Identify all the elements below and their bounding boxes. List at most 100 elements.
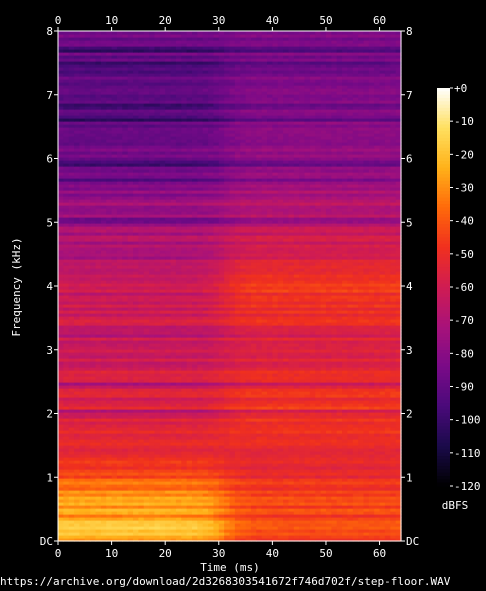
spectrogram-cell: [320, 454, 327, 458]
spectrogram-cell: [213, 352, 220, 356]
spectrogram-cell: [299, 352, 306, 356]
spectrogram-cell: [213, 496, 220, 500]
spectrogram-cell: [379, 499, 386, 503]
spectrogram-cell: [79, 337, 86, 341]
spectrogram-cell: [79, 319, 86, 323]
spectrogram-cell: [170, 472, 177, 476]
spectrogram-cell: [342, 307, 349, 311]
spectrogram-cell: [379, 466, 386, 470]
spectrogram-cell: [384, 391, 391, 395]
spectrogram-cell: [250, 427, 257, 431]
spectrogram-cell: [191, 484, 198, 488]
spectrogram-cell: [320, 526, 327, 530]
spectrogram-cell: [74, 451, 81, 455]
spectrogram-cell: [358, 448, 365, 452]
spectrogram-cell: [170, 337, 177, 341]
spectrogram-cell: [358, 415, 365, 419]
spectrogram-cell: [395, 331, 402, 335]
spectrogram-cell: [267, 538, 273, 542]
spectrogram-cell: [315, 310, 322, 314]
spectrogram-cell: [384, 337, 391, 341]
spectrogram-cell: [293, 388, 300, 392]
spectrogram-cell: [90, 328, 97, 332]
spectrogram-cell: [149, 508, 156, 512]
spectrogram-cell: [267, 475, 273, 479]
spectrogram-cell: [283, 328, 290, 332]
spectrogram-cell: [159, 499, 166, 503]
spectrogram-cell: [234, 313, 241, 317]
spectrogram-cell: [240, 343, 247, 347]
spectrogram-cell: [277, 442, 284, 446]
spectrogram-cell: [250, 355, 257, 359]
spectrogram-cell: [309, 349, 316, 353]
spectrogram-cell: [315, 340, 322, 344]
spectrogram-cell: [218, 454, 225, 458]
spectrogram-cell: [68, 475, 75, 479]
spectrogram-cell: [272, 490, 279, 494]
spectrogram-cell: [224, 457, 231, 461]
spectrogram-cell: [342, 316, 349, 320]
spectrogram-cell: [358, 313, 365, 317]
spectrogram-cell: [234, 526, 241, 530]
spectrogram-cell: [363, 502, 370, 506]
spectrogram-cell: [95, 538, 102, 542]
spectrogram-cell: [272, 370, 279, 374]
spectrogram-cell: [186, 433, 193, 437]
spectrogram-cell: [116, 349, 123, 353]
spectrogram-cell: [267, 382, 273, 386]
spectrogram-cell: [122, 349, 129, 353]
spectrogram-cell: [267, 379, 273, 383]
spectrogram-cell: [379, 319, 386, 323]
spectrogram-cell: [159, 430, 166, 434]
spectrogram-cell: [379, 523, 386, 527]
spectrogram-cell: [342, 352, 349, 356]
spectrogram-cell: [84, 448, 91, 452]
spectrogram-cell: [363, 442, 370, 446]
spectrogram-cell: [133, 472, 139, 476]
spectrogram-cell: [358, 484, 365, 488]
spectrogram-cell: [309, 466, 316, 470]
spectrogram-cell: [379, 397, 386, 401]
spectrogram-cell: [68, 430, 75, 434]
spectrogram-cell: [197, 496, 204, 500]
spectrogram-cell: [240, 436, 247, 440]
spectrogram-cell: [309, 334, 316, 338]
spectrogram-cell: [106, 427, 113, 431]
spectrogram-cell: [143, 520, 150, 524]
spectrogram-cell: [368, 475, 375, 479]
spectrogram-cell: [186, 379, 193, 383]
spectrogram-cell: [293, 319, 300, 323]
spectrogram-cell: [170, 511, 177, 515]
spectrogram-cell: [395, 487, 402, 491]
spectrogram-cell: [186, 460, 193, 464]
spectrogram-cell: [358, 508, 365, 512]
spectrogram-cell: [325, 403, 332, 407]
spectrogram-cell: [218, 319, 225, 323]
spectrogram-cell: [352, 418, 359, 422]
spectrogram-cell: [315, 532, 322, 536]
spectrogram-cell: [79, 463, 86, 467]
spectrogram-cell: [74, 466, 81, 470]
spectrogram-cell: [250, 370, 257, 374]
spectrogram-cell: [63, 343, 70, 347]
spectrogram-cell: [197, 376, 204, 380]
spectrogram-cell: [149, 466, 156, 470]
spectrogram-cell: [325, 334, 332, 338]
spectrogram-cell: [74, 520, 81, 524]
spectrogram-cell: [299, 472, 306, 476]
spectrogram-cell: [299, 481, 306, 485]
spectrogram-cell: [202, 331, 209, 335]
spectrogram-cell: [379, 508, 386, 512]
spectrogram-cell: [63, 328, 70, 332]
spectrogram-cell: [191, 481, 198, 485]
spectrogram-cell: [229, 346, 236, 350]
spectrogram-cell: [395, 424, 402, 428]
spectrogram-cell: [95, 328, 102, 332]
spectrogram-cell: [181, 451, 188, 455]
spectrogram-cell: [111, 424, 118, 428]
spectrogram-cell: [149, 349, 156, 353]
spectrogram-cell: [213, 499, 220, 503]
spectrogram-cell: [165, 490, 172, 494]
spectrogram-cell: [245, 502, 252, 506]
spectrogram-cell: [331, 514, 338, 518]
